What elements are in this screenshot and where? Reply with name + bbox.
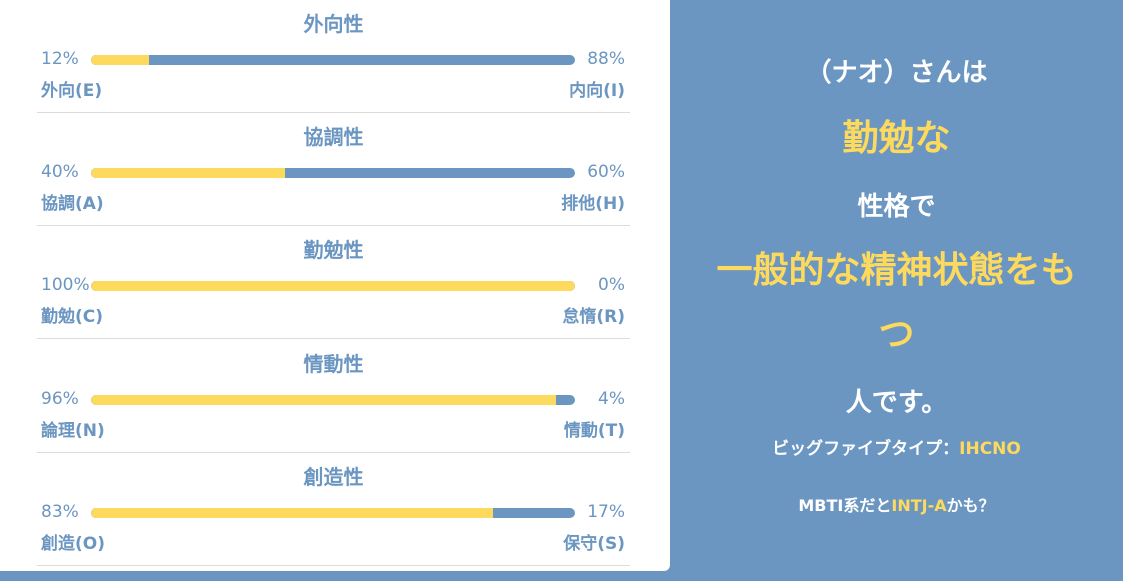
- trait-emotionality: 情動性 96% 4% 論理(N) 情動(T): [37, 340, 630, 453]
- left-percentage: 83%: [41, 502, 79, 522]
- trait-bar-fill: [91, 395, 556, 405]
- right-percentage: 4%: [598, 389, 625, 409]
- left-percentage: 100%: [41, 275, 90, 295]
- right-percentage: 17%: [587, 502, 625, 522]
- mbti-value: INTJ-A: [891, 496, 947, 515]
- trait-bar: [91, 55, 575, 65]
- trait-bar: [91, 508, 575, 518]
- right-percentage: 60%: [587, 162, 625, 182]
- left-pole-label: 協調(A): [41, 194, 104, 214]
- personality-summary-panel: （ナオ）さんは 勤勉な 性格で 一般的な精神状態をも つ 人です。 ビッグファイ…: [670, 0, 1123, 581]
- big-five-type-value: IHCNO: [959, 439, 1021, 459]
- left-pole-label: 創造(O): [41, 534, 105, 554]
- trait-bar-fill: [91, 168, 285, 178]
- right-pole-label: 内向(I): [569, 81, 625, 101]
- right-pole-label: 怠惰(R): [562, 307, 625, 327]
- left-pole-label: 外向(E): [41, 81, 103, 101]
- mental-state-line-wrap: つ: [878, 314, 915, 355]
- left-pole-label: 論理(N): [41, 421, 105, 441]
- user-name-line: （ナオ）さんは: [805, 58, 988, 88]
- left-percentage: 96%: [41, 389, 79, 409]
- right-percentage: 88%: [587, 49, 625, 69]
- summary-end-line: 人です。: [845, 388, 948, 418]
- trait-bar: [91, 168, 575, 178]
- trait-title: 協調性: [303, 125, 364, 149]
- personality-middle-line: 性格で: [857, 192, 936, 222]
- trait-bar: [91, 395, 575, 405]
- trait-title: 外向性: [303, 12, 364, 36]
- right-percentage: 0%: [598, 275, 625, 295]
- mbti-prefix: MBTI系だと: [798, 496, 892, 515]
- left-pole-label: 勤勉(C): [41, 307, 104, 327]
- mbti-guess: MBTI系だとINTJ-Aかも？: [670, 495, 1123, 517]
- trait-bar-fill: [91, 281, 575, 291]
- trait-title: 創造性: [303, 465, 364, 489]
- trait-bar-fill: [91, 508, 493, 518]
- big-five-type: ビッグファイブタイプ：IHCNO: [670, 438, 1123, 460]
- trait-agreeableness: 協調性 40% 60% 協調(A) 排他(H): [37, 113, 630, 226]
- left-percentage: 12%: [41, 49, 79, 69]
- trait-title: 勤勉性: [303, 238, 364, 262]
- trait-extraversion: 外向性 12% 88% 外向(E) 内向(I): [37, 0, 630, 113]
- trait-conscientiousness: 勤勉性 100% 0% 勤勉(C) 怠惰(R): [37, 226, 630, 339]
- mbti-suffix: かも？: [946, 496, 995, 515]
- personality-type-word: 勤勉な: [842, 118, 951, 159]
- trait-title: 情動性: [303, 352, 364, 376]
- right-pole-label: 保守(S): [563, 534, 625, 554]
- big-five-type-label: ビッグファイブタイプ：: [772, 439, 960, 459]
- trait-bar: [91, 281, 575, 291]
- right-pole-label: 情動(T): [563, 421, 625, 441]
- trait-openness: 創造性 83% 17% 創造(O) 保守(S): [37, 453, 630, 566]
- trait-results-card: 外向性 12% 88% 外向(E) 内向(I) 協調性 40% 60% 協調(A…: [0, 0, 670, 571]
- left-percentage: 40%: [41, 162, 79, 182]
- trait-bar-fill: [91, 55, 150, 65]
- mental-state-line: 一般的な精神状態をも: [716, 250, 1077, 291]
- right-pole-label: 排他(H): [561, 194, 625, 214]
